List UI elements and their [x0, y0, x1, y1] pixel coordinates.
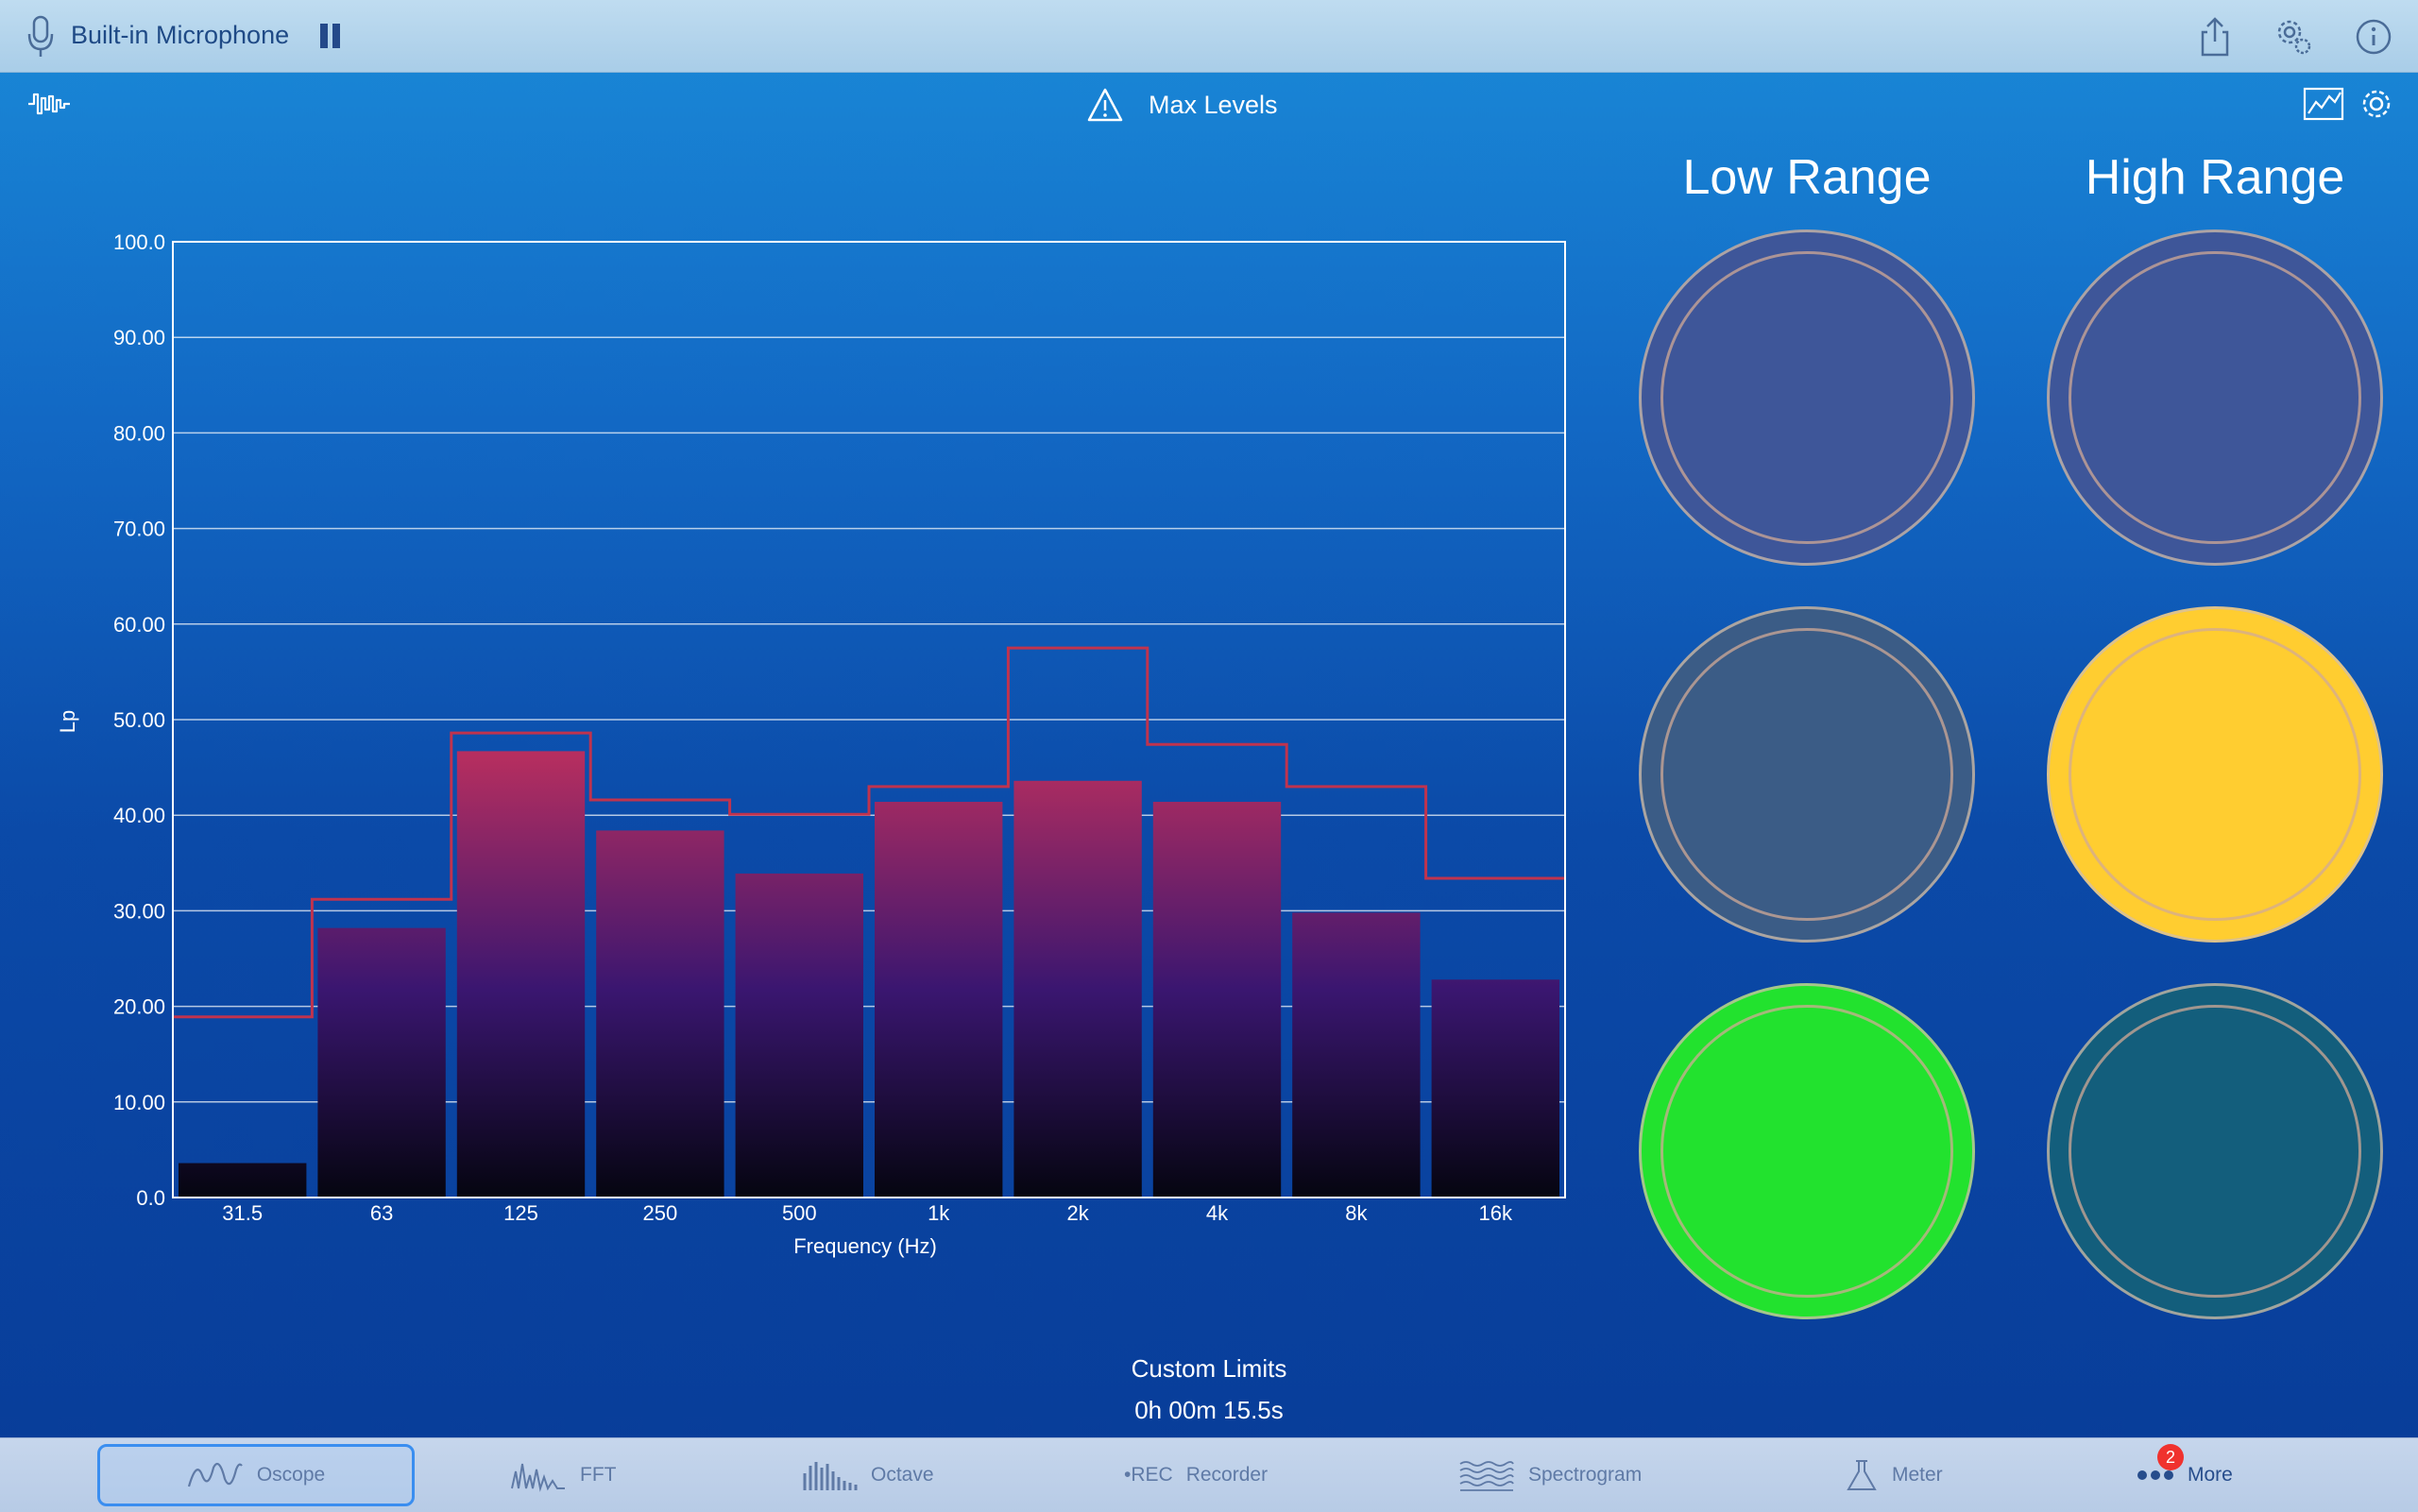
gear-icon[interactable] — [2358, 85, 2395, 123]
title-bar: Max Levels — [1086, 83, 1278, 127]
y-tick-label: 80.00 — [113, 421, 165, 445]
bar-1k — [875, 802, 1003, 1198]
low-range-label: Low Range — [1682, 150, 1932, 205]
x-tick-label: 8k — [1345, 1201, 1368, 1225]
bar-16k — [1431, 979, 1559, 1198]
high-range-indicator-3 — [2047, 983, 2383, 1319]
tab-label: More — [2188, 1464, 2233, 1486]
bar-2k — [1013, 780, 1142, 1198]
warning-icon — [1087, 88, 1123, 122]
y-tick-label: 40.00 — [113, 804, 165, 827]
tab-spectrogram[interactable]: Spectrogram — [1458, 1444, 1642, 1506]
tab-recorder[interactable]: •REC Recorder — [1124, 1444, 1268, 1506]
octave-icon — [803, 1462, 858, 1490]
info-icon[interactable] — [2352, 15, 2395, 59]
chart-icon[interactable] — [2303, 87, 2344, 121]
x-tick-label: 500 — [782, 1201, 817, 1225]
pause-icon[interactable] — [319, 23, 342, 49]
limits-mode-label: Custom Limits — [1131, 1354, 1287, 1383]
bar-125 — [456, 751, 586, 1198]
tab-label: Oscope — [256, 1464, 326, 1486]
plot-frame — [172, 241, 1566, 1198]
bar-8k — [1292, 912, 1421, 1198]
y-tick-label: 70.00 — [113, 518, 165, 541]
top-toolbar: Built-in Microphone — [0, 0, 2418, 73]
tab-label: Recorder — [1185, 1464, 1269, 1486]
tab-oscope[interactable]: Oscope — [97, 1444, 415, 1506]
y-tick-label: 20.00 — [113, 995, 165, 1019]
y-tick-label: 90.00 — [113, 326, 165, 349]
bar-500 — [735, 873, 863, 1198]
bar-250 — [596, 830, 724, 1198]
octave-bar-chart: 0.0 10.00 20.00 30.00 40.00 50.00 60.00 70.00 80… — [56, 230, 1566, 1258]
y-tick-label: 10.00 — [113, 1091, 165, 1114]
y-axis-label: Lp — [56, 710, 79, 733]
high-range-label: High Range — [2085, 150, 2345, 205]
low-range-indicator-1 — [1639, 229, 1975, 566]
tab-octave[interactable]: Octave — [801, 1444, 934, 1506]
tab-label: Spectrogram — [1528, 1464, 1643, 1486]
page-title: Max Levels — [1149, 90, 1278, 119]
low-range-indicator-2 — [1639, 606, 1975, 943]
microphone-icon[interactable] — [25, 13, 57, 60]
high-range-indicator-2 — [2047, 606, 2383, 943]
settings-gear-icon[interactable] — [2271, 15, 2314, 59]
tab-more[interactable]: More 2 — [2137, 1444, 2233, 1506]
x-tick-label: 250 — [643, 1201, 678, 1225]
x-tick-label: 4k — [1206, 1201, 1229, 1225]
y-tick-label: 50.00 — [113, 708, 165, 732]
elapsed-time: 0h 00m 15.5s — [1134, 1396, 1284, 1424]
y-tick-label: 30.00 — [113, 899, 165, 923]
high-range-indicator-1 — [2047, 229, 2383, 566]
x-tick-label: 16k — [1479, 1201, 1513, 1225]
y-tick-label: 100.0 — [113, 230, 165, 254]
x-tick-label: 125 — [503, 1201, 538, 1225]
max-level-limit-line — [173, 646, 1565, 1019]
more-icon — [2137, 1470, 2173, 1480]
rec-icon: •REC — [1124, 1464, 1173, 1486]
share-icon[interactable] — [2193, 15, 2237, 59]
tab-label: FFT — [580, 1464, 617, 1486]
bar-63 — [317, 927, 446, 1198]
spectrogram-icon — [1459, 1461, 1514, 1491]
x-tick-label: 2k — [1066, 1201, 1089, 1225]
bar-31.5 — [179, 1163, 307, 1198]
x-tick-label: 63 — [370, 1201, 393, 1225]
waveform-icon[interactable] — [26, 91, 72, 117]
fft-icon — [511, 1463, 565, 1492]
bar-4k — [1152, 802, 1282, 1198]
notification-badge: 2 — [2157, 1444, 2184, 1470]
oscope-icon — [187, 1462, 243, 1487]
y-tick-label: 60.00 — [113, 613, 165, 637]
meter-icon — [1847, 1460, 1877, 1490]
x-tick-label: 1k — [928, 1201, 950, 1225]
tab-fft[interactable]: FFT — [510, 1444, 616, 1506]
bottom-tab-bar: Oscope FFT Octave •REC Recorder — [0, 1437, 2418, 1512]
low-range-indicator-3 — [1639, 983, 1975, 1319]
tab-label: Octave — [871, 1464, 934, 1486]
input-source-label[interactable]: Built-in Microphone — [71, 21, 290, 49]
tab-label: Meter — [1892, 1464, 1943, 1486]
x-tick-label: 31.5 — [222, 1201, 263, 1225]
y-tick-label: 0.0 — [136, 1186, 165, 1210]
x-axis-label: Frequency (Hz) — [793, 1234, 937, 1258]
tab-meter[interactable]: Meter — [1845, 1444, 1943, 1506]
